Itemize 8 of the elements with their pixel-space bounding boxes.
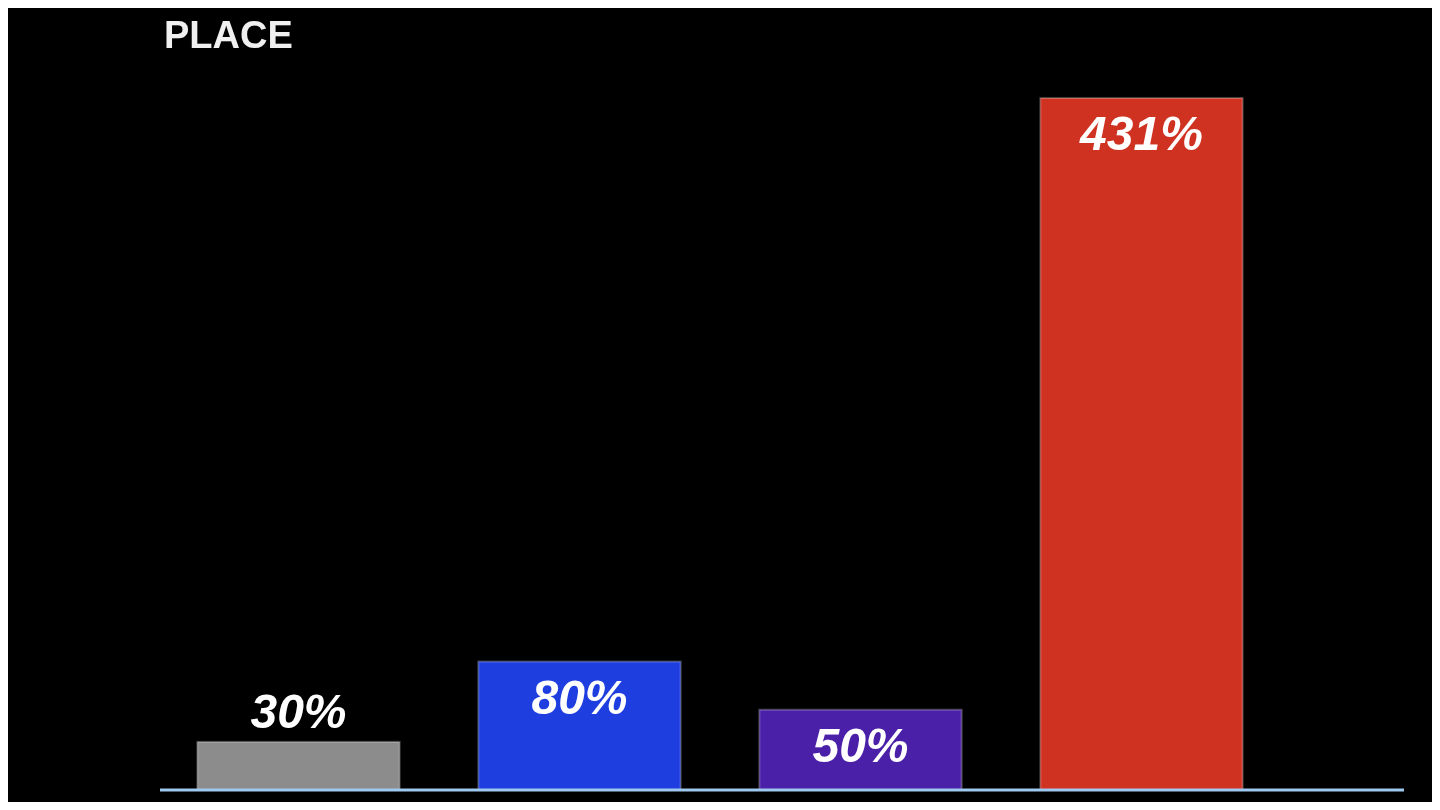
bar (1039, 97, 1244, 791)
chart-title: PLACE (164, 14, 293, 56)
data-label: 431% (1079, 107, 1203, 160)
bar (196, 740, 401, 791)
data-label: 80% (531, 670, 628, 724)
bar (477, 660, 682, 791)
data-label: 50% (812, 718, 909, 772)
data-label: 30% (250, 684, 347, 738)
